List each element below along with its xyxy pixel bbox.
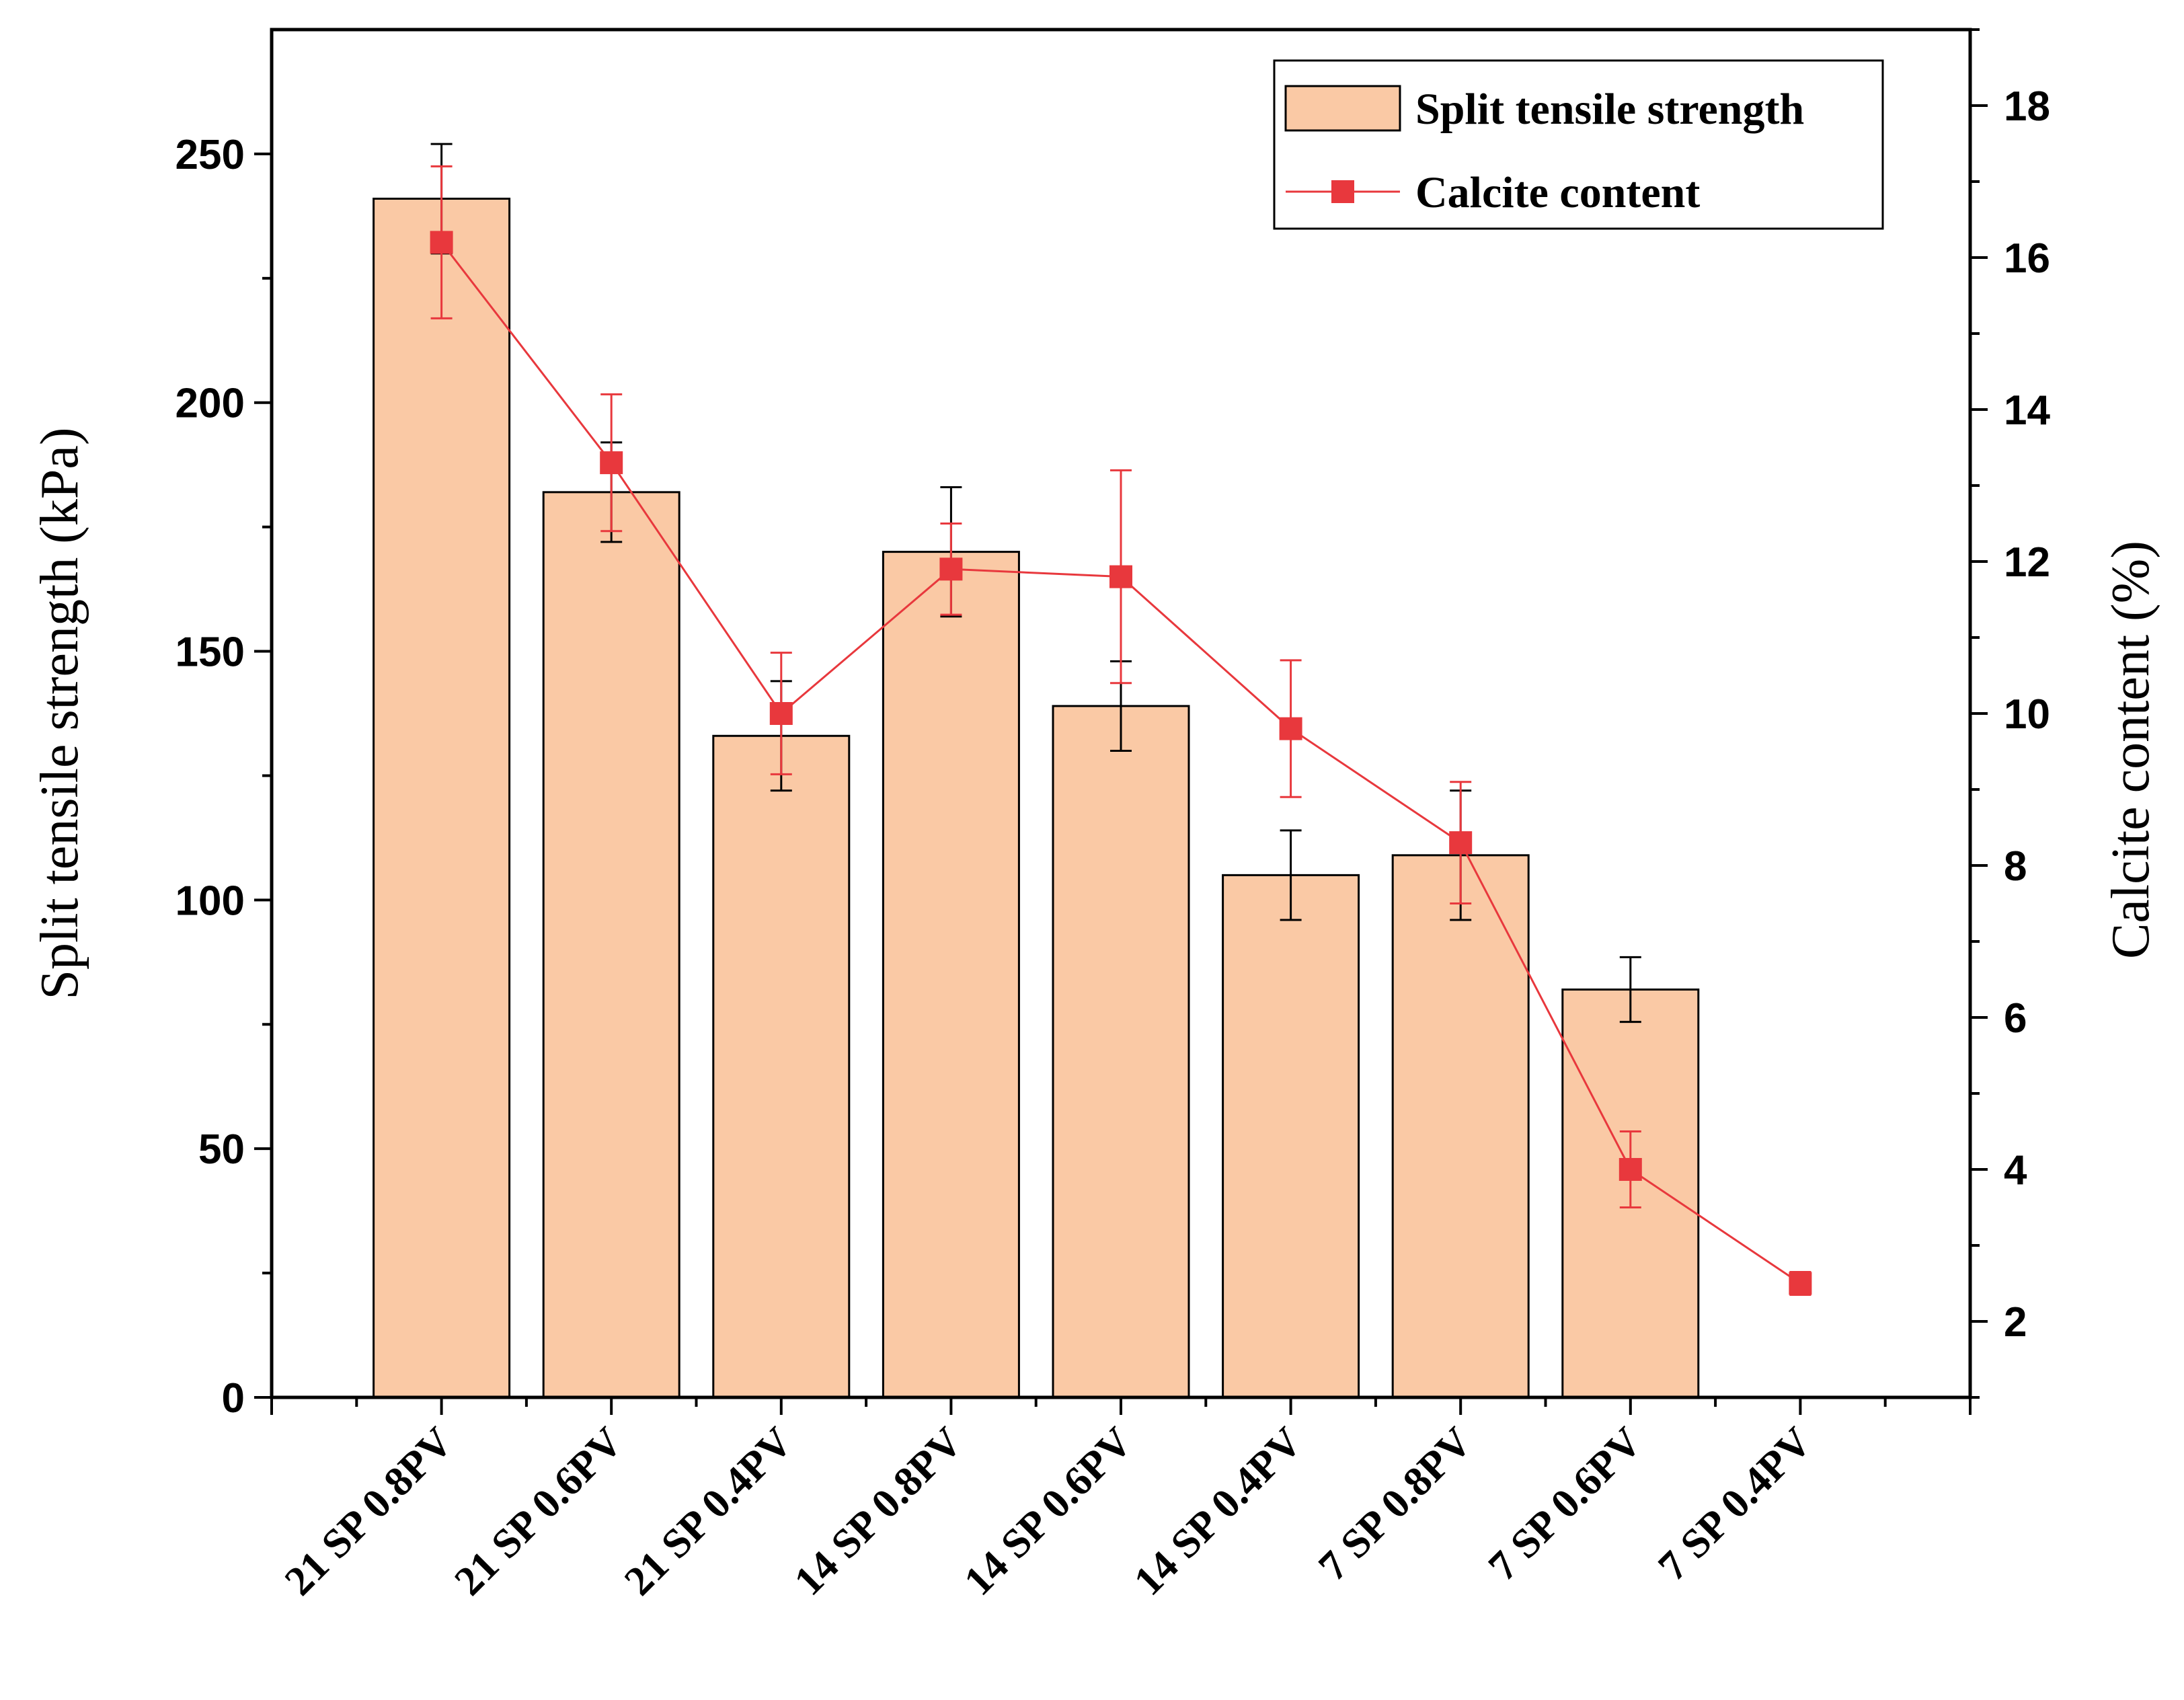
bars-layer (373, 197, 1700, 1399)
bar (542, 491, 680, 1399)
left-axis: 0 50 100 150 200 250 (176, 132, 272, 1422)
y-tick-label: 50 (198, 1126, 245, 1173)
x-category-label: 7 SP 0.6PV (1480, 1419, 1651, 1590)
calcite-point (939, 557, 963, 581)
legend-bar-label: Split tensile strength (1415, 85, 1804, 134)
x-category-label: 14 SP 0.8PV (785, 1419, 971, 1605)
y2-tick-label: 10 (2004, 691, 2050, 738)
calcite-point (1279, 717, 1302, 740)
y-axis-title: Split tensile strength (kPa) (30, 427, 89, 999)
bar (1052, 705, 1190, 1399)
x-category-label: 7 SP 0.4PV (1649, 1419, 1820, 1590)
calcite-line-layer (430, 165, 1812, 1296)
y2-tick-label: 18 (2004, 83, 2050, 130)
x-category-label: 21 SP 0.8PV (276, 1419, 462, 1605)
y2-tick-label: 14 (2004, 387, 2050, 434)
y2-tick-label: 16 (2004, 235, 2050, 282)
y-tick-label: 200 (176, 381, 245, 427)
bar (373, 197, 511, 1399)
y-tick-label: 150 (176, 629, 245, 676)
legend: Split tensile strength Calcite content (1273, 59, 1884, 230)
bar (882, 551, 1020, 1399)
y2-tick-label: 12 (2004, 539, 2050, 586)
x-category-label: 7 SP 0.8PV (1310, 1419, 1481, 1590)
calcite-point (769, 702, 793, 725)
calcite-point (1109, 565, 1132, 588)
legend-marker-swatch (1331, 180, 1354, 203)
x-category-label: 21 SP 0.4PV (616, 1419, 802, 1605)
bar (712, 734, 851, 1399)
legend-line-label: Calcite content (1415, 168, 1700, 217)
y2-axis-title: Calcite content (%) (2101, 541, 2160, 959)
y-tick-label: 100 (176, 878, 245, 924)
y2-tick-label: 4 (2004, 1147, 2027, 1194)
calcite-point (600, 451, 623, 475)
x-category-label: 14 SP 0.6PV (956, 1419, 1141, 1605)
legend-bar-swatch (1284, 85, 1401, 132)
x-category-label: 21 SP 0.6PV (446, 1419, 631, 1605)
y2-tick-label: 2 (2004, 1299, 2027, 1346)
calcite-point (1449, 831, 1473, 855)
calcite-point (1789, 1272, 1812, 1295)
y2-tick-label: 8 (2004, 843, 2027, 890)
y-tick-label: 250 (176, 132, 245, 178)
x-category-label: 14 SP 0.4PV (1126, 1419, 1311, 1605)
bar (1222, 874, 1360, 1399)
y2-tick-label: 6 (2004, 995, 2027, 1042)
calcite-point (430, 231, 453, 254)
calcite-point (1618, 1158, 1642, 1181)
bar (1391, 854, 1530, 1399)
y-tick-label: 0 (222, 1375, 245, 1422)
right-axis: 2 4 6 8 10 12 14 16 18 (1970, 28, 2050, 1399)
